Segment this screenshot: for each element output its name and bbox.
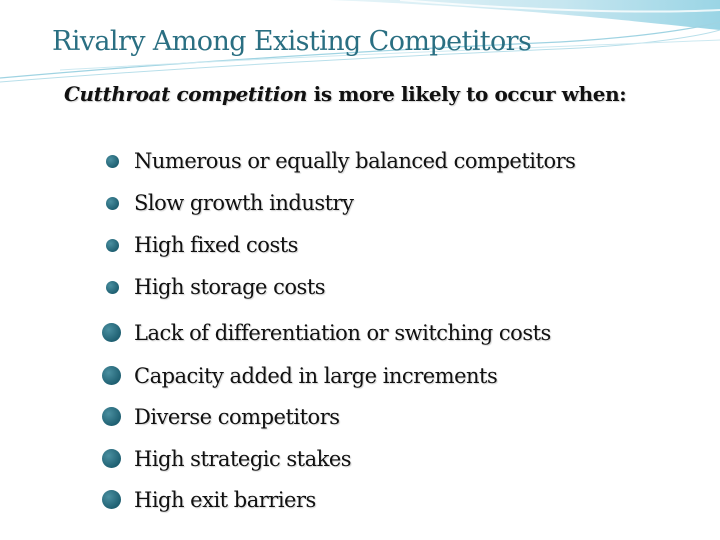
- bullet-icon: [102, 490, 121, 509]
- intro-emphasis: Cutthroat competition: [64, 82, 308, 106]
- bullet-icon: [102, 323, 121, 342]
- slide-title: Rivalry Among Existing Competitors: [52, 26, 532, 57]
- list-item-label: Lack of differentiation or switching cos…: [134, 321, 551, 345]
- list-item-label: Slow growth industry: [134, 191, 354, 215]
- bullet-icon: [106, 197, 119, 210]
- list-item-label: High fixed costs: [134, 233, 298, 257]
- bullet-icon: [106, 281, 119, 294]
- list-item-label: Diverse competitors: [134, 405, 340, 429]
- intro-text: Cutthroat competition is more likely to …: [64, 80, 694, 108]
- bullet-icon: [106, 239, 119, 252]
- header-wave-decoration: [0, 0, 720, 83]
- list-item-label: High storage costs: [134, 275, 326, 299]
- list-item-label: High strategic stakes: [134, 447, 352, 471]
- bullet-icon: [106, 155, 119, 168]
- list-item-label: Numerous or equally balanced competitors: [134, 149, 576, 173]
- bullet-icon: [102, 407, 121, 426]
- bullet-icon: [102, 449, 121, 468]
- list-item-label: High exit barriers: [134, 488, 316, 512]
- intro-rest: is more likely to occur when:: [307, 82, 627, 106]
- bullet-icon: [102, 366, 121, 385]
- list-item-label: Capacity added in large increments: [134, 364, 498, 388]
